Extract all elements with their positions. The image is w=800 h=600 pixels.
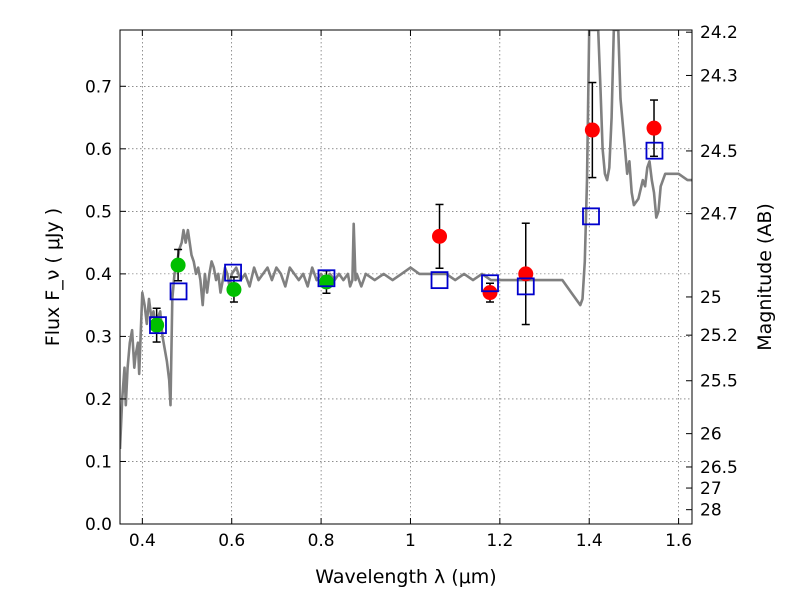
model-photometry-square [645, 141, 664, 160]
y-tick-label: 0.5 [85, 202, 112, 222]
y-tick-label: 0.2 [85, 390, 112, 410]
x-tick-label: 1.2 [486, 531, 513, 551]
plot-frame [119, 29, 693, 525]
plot-area [120, 30, 692, 450]
model-photometry-square [224, 263, 242, 282]
observed-point-green [149, 317, 165, 333]
y-tick-label: 0.6 [85, 140, 112, 160]
mag-tick-label: 28 [700, 501, 722, 521]
mag-tick-label: 24.3 [700, 66, 738, 86]
x-tick-label: 1.4 [576, 531, 603, 551]
mag-tick-label: 25 [700, 288, 722, 308]
y-tick-label: 0.4 [85, 265, 112, 285]
model-photometry-square [317, 269, 336, 288]
observed-point-green [226, 282, 242, 298]
x-tick-label: 0.8 [308, 531, 335, 551]
y-tick-label: 0.0 [85, 515, 112, 535]
observed-point-green [170, 257, 186, 273]
y-tick-label: 0.3 [85, 327, 112, 347]
observed-point-red [646, 120, 662, 136]
mag-tick-label: 25.2 [700, 326, 738, 346]
x-axis-label: Wavelength λ (μm) [315, 566, 496, 588]
model-photometry-square [582, 207, 600, 226]
mag-tick-label: 26.5 [700, 458, 738, 478]
mag-tick-label: 24.7 [700, 205, 738, 225]
y-tick-label: 0.1 [85, 452, 112, 472]
mag-tick-label: 27 [700, 479, 722, 499]
y-axis-label-left: Flux F_ν ( μJy ) [42, 208, 64, 346]
mag-tick-label: 24.2 [700, 23, 738, 43]
x-tick-label: 0.6 [218, 531, 245, 551]
model-photometry-square [430, 271, 449, 290]
x-tick-label: 0.4 [129, 531, 156, 551]
observed-point-red [432, 228, 448, 244]
x-tick-label: 1.6 [665, 531, 692, 551]
mag-tick-label: 26 [700, 425, 722, 445]
model-photometry-square [481, 274, 499, 293]
observed-point-red [482, 285, 498, 301]
observed-point-red [584, 122, 600, 138]
y-tick-label: 0.7 [85, 77, 112, 97]
observed-point-green [318, 274, 334, 290]
y-axis-label-right: Magnitude (AB) [754, 203, 776, 351]
model-photometry-square [516, 277, 535, 296]
mag-tick-label: 25.5 [700, 372, 738, 392]
series-layer [120, 30, 692, 450]
model-photometry-square [169, 282, 188, 301]
ticks: 0.4 0.6 0.8 1 1.2 1.4 1.6 0.0 0.1 0.2 0.3 0.4 0.5 0.6… [85, 23, 738, 551]
model-photometry-square [149, 316, 167, 335]
x-tick-label: 1 [405, 531, 416, 551]
mag-tick-label: 24.5 [700, 142, 738, 162]
